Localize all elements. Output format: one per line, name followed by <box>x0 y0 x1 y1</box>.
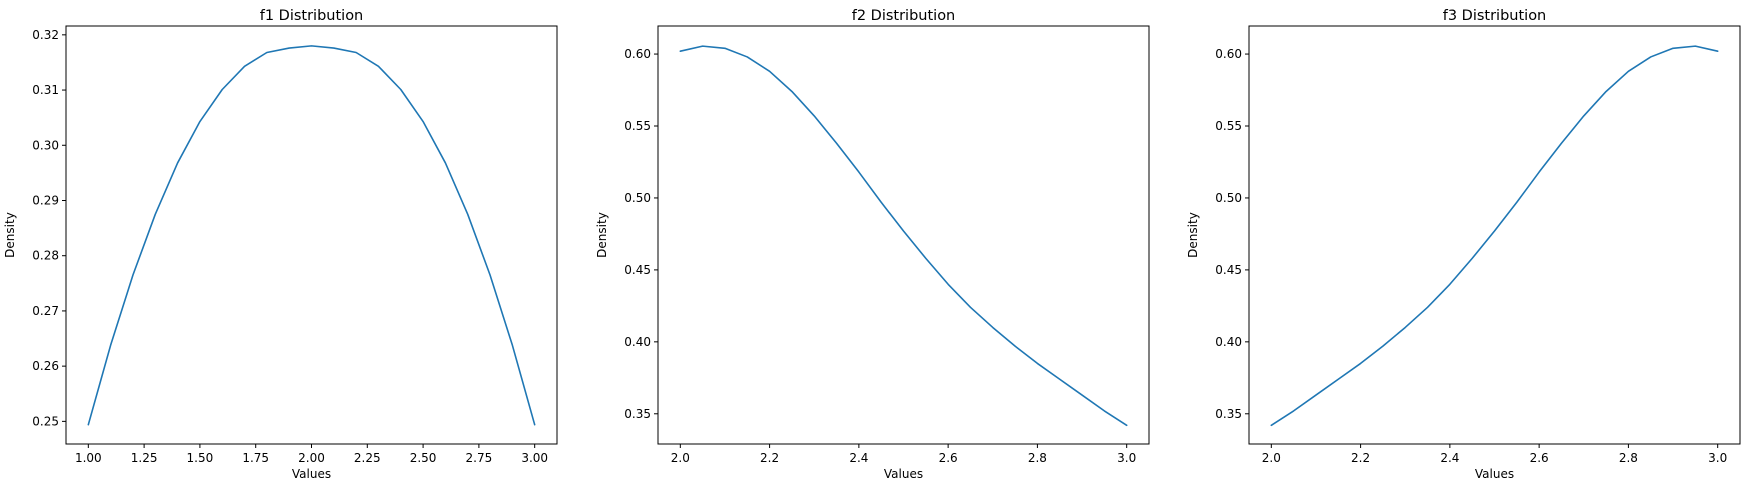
y-axis-label: Density <box>3 212 17 258</box>
x-tick-label: 2.2 <box>760 451 779 465</box>
y-tick-label: 0.26 <box>32 359 59 373</box>
x-tick-label: 3.00 <box>521 451 548 465</box>
chart-title: f2 Distribution <box>852 8 956 24</box>
y-tick-label: 0.35 <box>1215 407 1242 421</box>
x-tick-label: 2.2 <box>1351 451 1370 465</box>
chart-title: f3 Distribution <box>1443 8 1547 24</box>
axes-frame <box>65 25 558 445</box>
y-axis-label: Density <box>595 212 609 258</box>
x-tick-label: 1.50 <box>187 451 214 465</box>
y-tick-label: 0.45 <box>624 263 651 277</box>
y-tick-label: 0.55 <box>1215 119 1242 133</box>
y-tick-label: 0.32 <box>32 28 59 42</box>
series-line-1 <box>1270 45 1719 427</box>
chart-title: f1 Distribution <box>260 8 364 24</box>
series-line-1 <box>679 45 1128 427</box>
y-tick-label: 0.45 <box>1215 263 1242 277</box>
y-tick-label: 0.50 <box>1215 191 1242 205</box>
x-tick-label: 3.0 <box>1708 451 1727 465</box>
x-tick-label: 2.0 <box>671 451 690 465</box>
y-tick-label: 0.30 <box>32 138 59 152</box>
x-tick-label: 2.4 <box>849 451 868 465</box>
x-axis-label: Values <box>292 467 331 481</box>
x-tick-label: 2.0 <box>1262 451 1281 465</box>
x-tick-label: 2.8 <box>1028 451 1047 465</box>
x-axis-label: Values <box>1475 467 1514 481</box>
x-tick-label: 1.75 <box>242 451 269 465</box>
y-tick-label: 0.29 <box>32 193 59 207</box>
x-tick-label: 3.0 <box>1117 451 1136 465</box>
series-line-1 <box>87 45 536 426</box>
y-axis-label: Density <box>1186 212 1200 258</box>
x-tick-label: 2.6 <box>939 451 958 465</box>
x-tick-label: 2.25 <box>354 451 381 465</box>
x-tick-label: 1.00 <box>75 451 102 465</box>
y-tick-label: 0.27 <box>32 304 59 318</box>
y-tick-label: 0.40 <box>624 335 651 349</box>
y-tick-label: 0.31 <box>32 83 59 97</box>
axes-frame <box>657 25 1150 445</box>
x-tick-label: 2.8 <box>1619 451 1638 465</box>
x-tick-label: 2.50 <box>410 451 437 465</box>
y-tick-label: 0.50 <box>624 191 651 205</box>
x-tick-label: 2.75 <box>466 451 493 465</box>
y-tick-label: 0.55 <box>624 119 651 133</box>
y-tick-label: 0.28 <box>32 249 59 263</box>
x-tick-label: 2.6 <box>1530 451 1549 465</box>
x-tick-label: 2.00 <box>298 451 325 465</box>
y-tick-label: 0.60 <box>624 47 651 61</box>
x-axis-label: Values <box>884 467 923 481</box>
y-tick-label: 0.25 <box>32 414 59 428</box>
axes-frame <box>1248 25 1741 445</box>
subplot-1: 1.00 1.25 1.50 1.75 2.00 2.25 2.50 2.75 3.00 0.25… <box>3 8 558 481</box>
subplot-2: 2.0 2.2 2.4 2.6 2.8 3.0 0.35 0.40 0.45 0.50 0.55 0.… <box>595 8 1150 481</box>
subplot-3: 2.0 2.2 2.4 2.6 2.8 3.0 0.35 0.40 0.45 0.50 0.55 0.… <box>1186 8 1741 481</box>
x-tick-label: 2.4 <box>1440 451 1459 465</box>
y-tick-label: 0.60 <box>1215 47 1242 61</box>
x-tick-label: 1.25 <box>131 451 158 465</box>
y-tick-label: 0.35 <box>624 407 651 421</box>
y-tick-label: 0.40 <box>1215 335 1242 349</box>
